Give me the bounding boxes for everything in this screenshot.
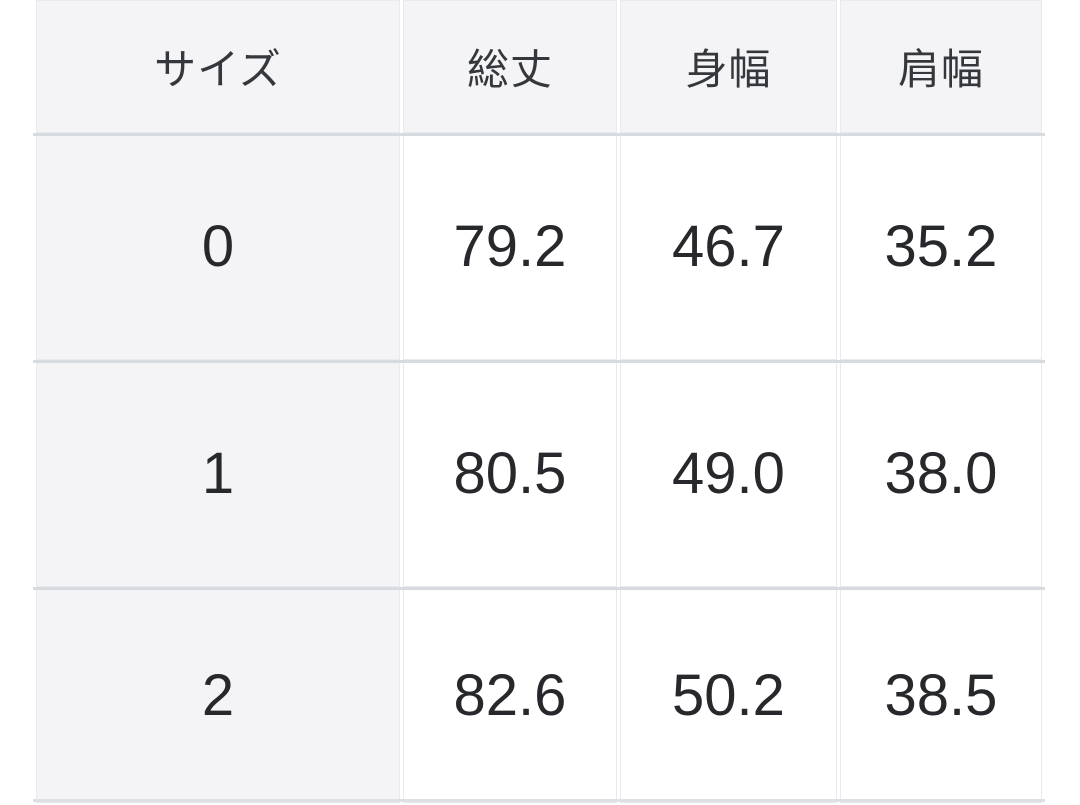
size-chart: サイズ 総丈 身幅 肩幅 0 79.2 46.7 35.2 1 80.5 49.… xyxy=(33,0,1045,805)
total-length-value: 80.5 xyxy=(403,360,617,587)
header-row: サイズ 総丈 身幅 肩幅 xyxy=(36,0,1042,133)
body-width-value: 46.7 xyxy=(620,133,837,360)
size-chart-header: サイズ 総丈 身幅 肩幅 xyxy=(36,0,1042,133)
header-cell-size: サイズ xyxy=(36,0,400,133)
size-label-cell: 1 xyxy=(36,360,400,587)
table-row-size-0: 0 79.2 46.7 35.2 xyxy=(36,133,1042,360)
body-width-value: 49.0 xyxy=(620,360,837,587)
total-length-value: 79.2 xyxy=(403,133,617,360)
size-chart-table: サイズ 総丈 身幅 肩幅 0 79.2 46.7 35.2 1 80.5 49.… xyxy=(33,0,1045,803)
size-chart-body: 0 79.2 46.7 35.2 1 80.5 49.0 38.0 2 82.6… xyxy=(36,133,1042,803)
table-row-size-2: 2 82.6 50.2 38.5 xyxy=(36,587,1042,803)
header-cell-total-length: 総丈 xyxy=(403,0,617,133)
body-width-value: 50.2 xyxy=(620,587,837,803)
header-cell-body-width: 身幅 xyxy=(620,0,837,133)
size-label-cell: 2 xyxy=(36,587,400,803)
shoulder-width-value: 38.0 xyxy=(840,360,1042,587)
table-row-size-1: 1 80.5 49.0 38.0 xyxy=(36,360,1042,587)
total-length-value: 82.6 xyxy=(403,587,617,803)
header-cell-shoulder-width: 肩幅 xyxy=(840,0,1042,133)
size-label-cell: 0 xyxy=(36,133,400,360)
shoulder-width-value: 35.2 xyxy=(840,133,1042,360)
shoulder-width-value: 38.5 xyxy=(840,587,1042,803)
